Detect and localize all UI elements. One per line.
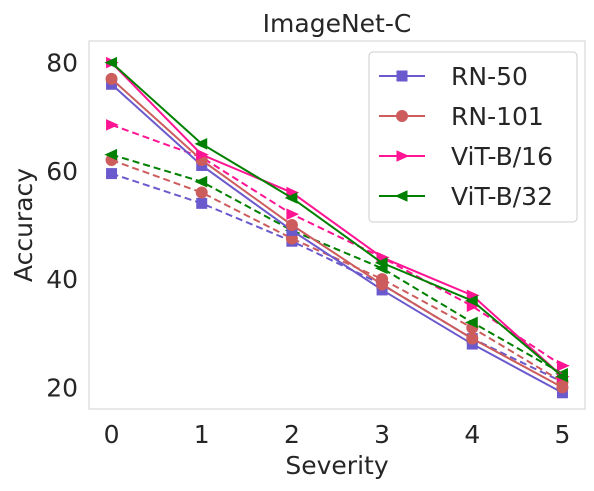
triangle-left-marker — [194, 138, 208, 150]
y-tick-labels: 20 40 60 80 — [46, 49, 78, 403]
triangle-right-marker — [106, 119, 119, 131]
x-tick-label: 1 — [194, 420, 210, 449]
triangle-right-marker — [396, 150, 410, 162]
legend-entry: ViT-B/32 — [379, 182, 553, 211]
circle-marker — [105, 72, 118, 85]
y-tick-label: 40 — [46, 265, 78, 294]
x-tick-label: 2 — [284, 420, 300, 449]
series-line — [110, 83, 563, 394]
legend-label: RN-50 — [451, 62, 528, 91]
legend: RN-50 RN-101 ViT-B/16 ViT-B/32 — [368, 51, 578, 223]
legend-label: ViT-B/16 — [451, 142, 553, 171]
circle-marker — [285, 219, 298, 231]
triangle-left-marker — [104, 148, 118, 161]
x-tick-label: 3 — [374, 420, 390, 449]
legend-box — [368, 51, 578, 223]
triangle-right-marker — [286, 208, 300, 220]
triangle-left-marker — [394, 190, 408, 202]
triangle-left-marker — [374, 257, 388, 269]
x-tick-label: 5 — [555, 420, 571, 449]
series-line — [111, 153, 563, 375]
y-axis-label: Accuracy — [9, 168, 38, 282]
legend-label: ViT-B/32 — [451, 182, 553, 211]
y-tick-label: 20 — [46, 373, 78, 402]
series-layer — [104, 56, 570, 399]
series-line — [110, 78, 563, 389]
legend-entry: RN-101 — [379, 102, 544, 131]
x-axis-label: Severity — [285, 451, 388, 480]
x-tick-label: 0 — [104, 420, 120, 449]
legend-entry: RN-50 — [379, 62, 528, 91]
y-tick-label: 60 — [46, 157, 78, 186]
y-tick-label: 80 — [46, 49, 78, 78]
series-line — [110, 61, 564, 378]
legend-label: RN-101 — [451, 102, 544, 131]
square-marker — [396, 70, 408, 82]
chart-title: ImageNet-C — [263, 9, 412, 38]
series-line — [111, 172, 563, 383]
circle-marker — [195, 186, 208, 199]
triangle-left-marker — [465, 294, 478, 307]
triangle-right-marker — [556, 359, 570, 372]
circle-marker — [396, 110, 408, 122]
series-line — [110, 61, 564, 378]
circle-marker — [466, 332, 479, 345]
circle-marker — [376, 278, 389, 291]
legend-entry: ViT-B/16 — [379, 142, 553, 171]
square-marker — [106, 168, 118, 180]
triangle-left-marker — [555, 370, 568, 383]
series-3 — [104, 56, 568, 383]
square-marker — [196, 197, 208, 209]
triangle-left-marker — [194, 175, 208, 188]
circle-marker — [556, 381, 569, 394]
triangle-right-marker — [196, 148, 209, 161]
series-line — [111, 159, 563, 383]
triangle-left-marker — [104, 56, 118, 69]
x-tick-labels: 0 1 2 3 4 5 — [104, 420, 571, 449]
x-tick-label: 4 — [464, 420, 480, 449]
triangle-left-marker — [465, 316, 478, 329]
triangle-left-marker — [284, 192, 298, 204]
